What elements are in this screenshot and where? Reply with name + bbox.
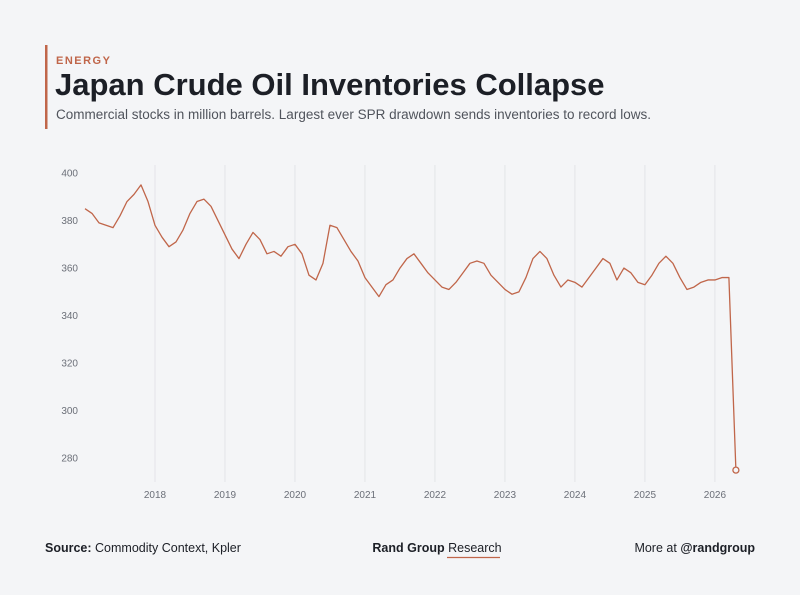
y-tick-label: 400 — [61, 169, 78, 180]
brand: Rand Group Research — [372, 541, 501, 555]
chart-title: Japan Crude Oil Inventories Collapse — [55, 67, 605, 102]
x-tick-label: 2021 — [354, 490, 377, 501]
x-tick-label: 2026 — [704, 490, 727, 501]
x-tick-label: 2018 — [144, 490, 167, 501]
x-tick-label: 2023 — [494, 490, 517, 501]
brand-text: Research — [448, 541, 502, 555]
source-label: Source: — [45, 541, 92, 555]
handle: @randgroup — [680, 541, 755, 555]
x-tick-label: 2020 — [284, 490, 307, 501]
source: Source: Commodity Context, Kpler — [45, 541, 241, 555]
y-tick-label: 340 — [61, 311, 78, 322]
x-tick-label: 2022 — [424, 490, 447, 501]
more-text: More at — [634, 541, 677, 555]
accent-bar — [45, 45, 48, 129]
chart-subtitle: Commercial stocks in million barrels. La… — [56, 107, 651, 122]
y-tick-label: 280 — [61, 454, 78, 465]
y-tick-label: 380 — [61, 216, 78, 227]
end-point — [732, 466, 740, 474]
y-tick-label: 300 — [61, 406, 78, 417]
more: More at @randgroup — [634, 541, 755, 555]
plot: 2018 2019 2020 2021 2022 2023 2024 2025 2026 280 3… — [61, 165, 740, 501]
kicker: ENERGY — [56, 55, 111, 67]
brand-bold: Rand Group — [372, 541, 445, 555]
y-tick-label: 360 — [61, 264, 78, 275]
y-tick-label: 320 — [61, 359, 78, 370]
x-tick-label: 2019 — [214, 490, 237, 501]
data-line — [84, 184, 737, 471]
x-tick-label: 2025 — [634, 490, 657, 501]
x-tick-label: 2024 — [564, 490, 587, 501]
source-text: Commodity Context, Kpler — [95, 541, 241, 555]
